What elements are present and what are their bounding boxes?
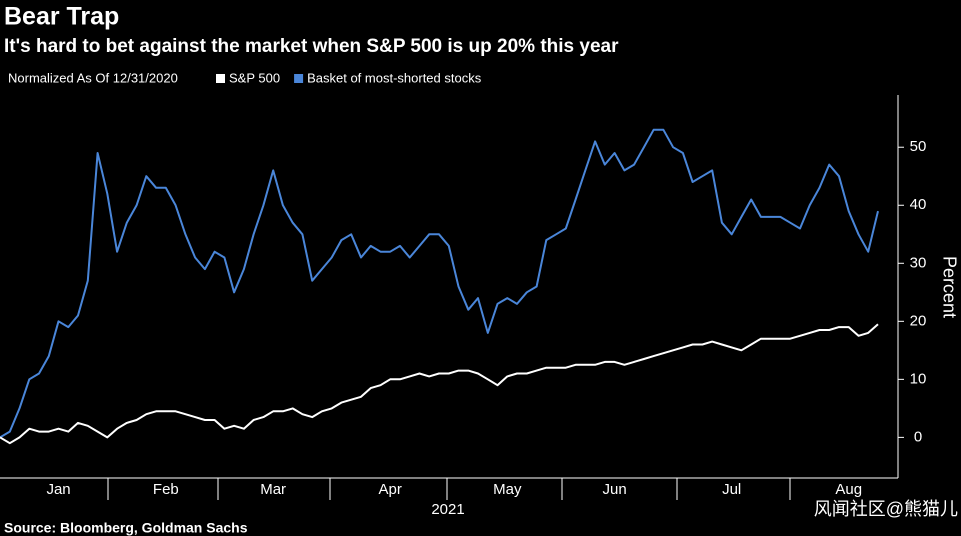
legend-swatch — [216, 74, 225, 83]
y-tick-label: 50 — [910, 138, 927, 155]
x-tick-label: May — [493, 481, 522, 498]
x-tick-label: Jun — [603, 481, 627, 498]
series-line — [0, 128, 879, 439]
y-tick-label: 20 — [910, 312, 927, 329]
y-tick-label: 10 — [910, 370, 927, 387]
x-tick-label: Jul — [722, 481, 741, 498]
chart-title: Bear Trap — [4, 3, 119, 31]
x-axis-label: 2021 — [431, 501, 464, 518]
y-tick-label: 0 — [914, 428, 922, 445]
legend-label: Basket of most-shorted stocks — [307, 70, 482, 85]
watermark: 风闻社区@熊猫儿 — [814, 499, 958, 519]
chart-subtitle: It's hard to bet against the market when… — [4, 36, 619, 57]
x-tick-label: Jan — [46, 481, 70, 498]
y-tick-label: 40 — [910, 196, 927, 213]
x-tick-label: Feb — [153, 481, 179, 498]
source: Source: Bloomberg, Goldman Sachs — [4, 520, 248, 536]
x-tick-label: Mar — [260, 481, 286, 498]
y-axis-label: Percent — [939, 256, 959, 318]
month-separators — [107, 478, 791, 500]
x-tick-label: Aug — [835, 481, 862, 498]
legend-label: S&P 500 — [229, 70, 280, 85]
legend-title: Normalized As Of 12/31/2020 — [8, 70, 178, 85]
legend-swatch — [294, 74, 304, 83]
x-tick-label: Apr — [379, 481, 402, 498]
series-line — [0, 323, 879, 445]
y-tick-label: 30 — [910, 254, 927, 271]
